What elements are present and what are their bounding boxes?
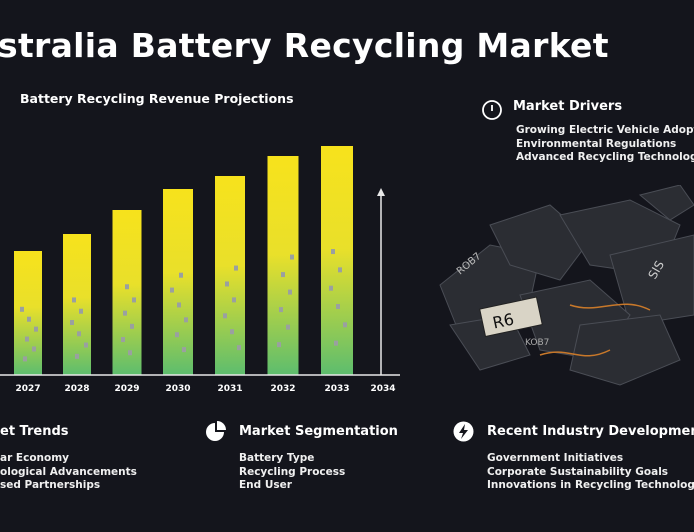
debris-speck: [223, 313, 227, 319]
list-item: Growing Electric Vehicle Adoptio: [516, 124, 694, 136]
debris-speck: [75, 353, 79, 359]
segmentation-list: Battery Type Recycling Process End User: [239, 452, 345, 493]
debris-speck: [125, 284, 129, 290]
debris-speck: [170, 287, 174, 293]
debris-speck: [237, 345, 241, 351]
lightning-icon: [453, 421, 474, 442]
debris-speck: [230, 329, 234, 335]
debris-speck: [23, 356, 27, 362]
debris-speck: [123, 310, 127, 316]
debris-speck: [331, 249, 335, 255]
debris-speck: [329, 285, 333, 291]
developments-title: Recent Industry Development: [487, 424, 694, 439]
debris-speck: [175, 332, 179, 338]
developments-list: Government Initiatives Corporate Sustain…: [487, 452, 694, 493]
drivers-list: Growing Electric Vehicle Adoptio Environ…: [516, 124, 694, 165]
list-item: ar Economy: [0, 452, 70, 464]
x-tick-label: 2032: [270, 384, 295, 394]
debris-speck: [281, 272, 285, 278]
debris-speck: [184, 317, 188, 323]
trends-title: et Trends: [0, 424, 69, 439]
bar-2028: [63, 234, 91, 375]
drivers-title: Market Drivers: [513, 99, 623, 114]
debris-speck: [277, 342, 281, 348]
list-item: ological Advancements: [0, 465, 137, 478]
debris-speck: [177, 302, 181, 308]
debris-speck: [121, 337, 125, 343]
debris-speck: [32, 346, 36, 352]
chart-title: Battery Recycling Revenue Projections: [20, 91, 294, 106]
list-item: Battery Type: [239, 452, 315, 464]
x-tick-label: 2027: [15, 384, 40, 394]
debris-speck: [334, 340, 338, 346]
x-tick-label: 2034: [370, 384, 395, 394]
debris-speck: [234, 265, 238, 271]
debris-speck: [225, 281, 229, 287]
list-item: End User: [239, 479, 292, 491]
debris-speck: [279, 307, 283, 313]
revenue-bar-chart: 2027 2028 2029 2030 2031 2032 2033 2034: [0, 146, 400, 394]
debris-speck: [338, 267, 342, 273]
debris-speck: [77, 331, 81, 337]
list-item: Recycling Process: [239, 465, 346, 478]
debris-speck: [72, 297, 76, 303]
debris-speck: [25, 336, 29, 342]
debris-speck: [20, 306, 24, 312]
bar-2032: [267, 156, 299, 375]
x-tick-label: 2030: [165, 384, 190, 394]
bar-2031: [215, 176, 245, 375]
page-title: stralia Battery Recycling Market: [0, 26, 609, 65]
debris-speck: [27, 316, 31, 322]
battery-label: KOB7: [525, 338, 549, 348]
segmentation-title: Market Segmentation: [239, 424, 398, 439]
alert-circle-icon: [482, 100, 502, 120]
debris-speck: [336, 304, 340, 310]
debris-speck: [343, 322, 347, 328]
list-item: Innovations in Recycling Technology: [487, 479, 694, 491]
arrow-head-icon: [377, 188, 385, 196]
bar-2033: [321, 146, 353, 375]
battery-label: R6: [491, 309, 516, 332]
debris-speck: [132, 297, 136, 303]
list-item: Corporate Sustainability Goals: [487, 465, 669, 478]
list-item: Environmental Regulations: [516, 137, 677, 150]
pie-chart-icon: [206, 421, 226, 441]
debris-speck: [128, 350, 132, 356]
x-tick-label: 2028: [64, 384, 89, 394]
list-item: sed Partnerships: [0, 479, 101, 491]
debris-speck: [130, 323, 134, 329]
x-tick-label: 2033: [324, 384, 349, 394]
bar-2029: [112, 210, 142, 375]
list-item: Advanced Recycling Technologi: [516, 151, 694, 163]
x-tick-label: 2029: [114, 384, 139, 394]
debris-speck: [182, 347, 186, 353]
debris-speck: [288, 289, 292, 295]
debris-speck: [34, 326, 38, 332]
trends-list: ar Economy ological Advancements sed Par…: [0, 452, 137, 493]
debris-speck: [70, 320, 74, 326]
debris-speck: [232, 297, 236, 303]
bar-2027: [14, 251, 42, 375]
battery-pile-image: R6 KOB7 SIS ROB7: [439, 185, 694, 386]
x-tick-label: 2031: [217, 384, 242, 394]
debris-speck: [290, 254, 294, 260]
bar-2030: [163, 189, 193, 375]
list-item: Government Initiatives: [487, 452, 624, 464]
debris-speck: [84, 342, 88, 348]
debris-speck: [79, 308, 83, 314]
debris-speck: [179, 272, 183, 278]
debris-speck: [286, 324, 290, 330]
